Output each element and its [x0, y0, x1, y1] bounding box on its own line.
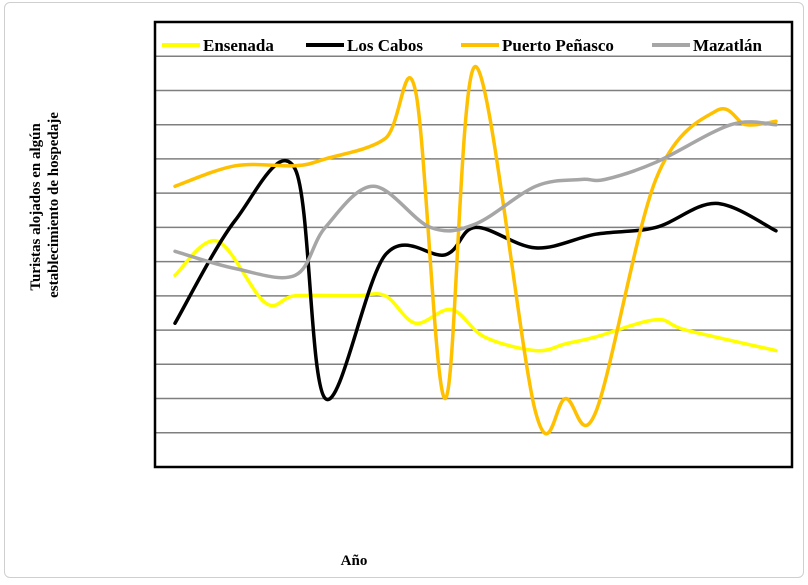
legend-label: Ensenada — [203, 36, 274, 55]
series-lines — [173, 64, 778, 436]
y-axis-label-line-1: Turistas alojados en algún — [28, 123, 44, 291]
series-line-mazatl-n — [173, 120, 778, 280]
x-axis-label: Año — [341, 553, 368, 569]
legend: Ensenada Los Cabos Puerto Peñasco Mazatlán — [162, 36, 762, 55]
series-line-ensenada — [173, 239, 778, 353]
plot-area-border — [153, 20, 794, 469]
y-axis-label-line-2: establecimiento de hospedaje — [46, 112, 62, 298]
series-line-puerto-pe-asco — [173, 64, 778, 436]
gridlines — [155, 55, 792, 434]
legend-label: Puerto Peñasco — [502, 36, 614, 55]
legend-label: Los Cabos — [347, 36, 423, 55]
chart-frame — [4, 2, 804, 578]
y-axis-label: Turistas alojados en algún establecimien… — [28, 112, 62, 298]
series-line-los-cabos — [173, 159, 778, 402]
legend-label: Mazatlán — [693, 36, 762, 55]
